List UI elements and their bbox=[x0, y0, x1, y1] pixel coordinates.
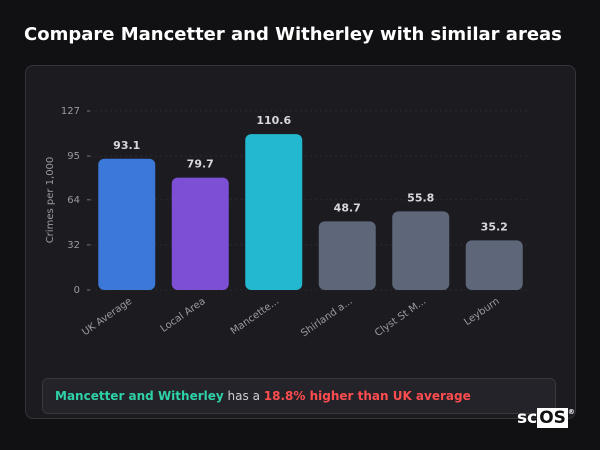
summary-box: Mancetter and Witherley has a 18.8% high… bbox=[42, 378, 556, 414]
comparison-highlight: 18.8% higher than UK average bbox=[263, 389, 471, 403]
value-label: 110.6 bbox=[256, 114, 291, 127]
y-tick-label: 127 bbox=[61, 106, 80, 117]
area-name: Mancetter and Witherley bbox=[55, 389, 224, 403]
bar bbox=[392, 211, 450, 290]
bar bbox=[465, 240, 523, 290]
value-label: 55.8 bbox=[407, 191, 434, 204]
x-tick-label: Mancette... bbox=[229, 296, 281, 337]
bar bbox=[171, 177, 229, 290]
y-tick-label: 32 bbox=[67, 240, 80, 251]
x-tick-label: Local Area bbox=[159, 296, 208, 335]
x-tick-label: Leyburn bbox=[462, 296, 501, 328]
value-label: 79.7 bbox=[187, 158, 214, 171]
y-axis-label: Crimes per 1,000 bbox=[45, 157, 56, 244]
x-tick-label: UK Average bbox=[80, 296, 134, 338]
x-tick-label: Shirland a... bbox=[299, 296, 354, 339]
value-label: 48.7 bbox=[334, 201, 361, 214]
logo: sc OS ® bbox=[517, 408, 575, 428]
bar bbox=[318, 221, 376, 290]
page-title: Compare Mancetter and Witherley with sim… bbox=[24, 24, 562, 45]
logo-text: sc bbox=[517, 408, 538, 428]
logo-mark: ® bbox=[567, 408, 575, 416]
summary-text: has a bbox=[227, 389, 260, 403]
value-label: 35.2 bbox=[481, 220, 508, 233]
y-tick-label: 0 bbox=[74, 285, 80, 296]
y-tick-label: 95 bbox=[67, 151, 80, 162]
bar bbox=[98, 158, 156, 290]
y-tick-label: 64 bbox=[67, 195, 80, 206]
logo-box: OS bbox=[537, 408, 568, 428]
value-label: 93.1 bbox=[113, 139, 140, 152]
bar bbox=[245, 134, 303, 290]
x-tick-label: Clyst St M... bbox=[373, 296, 428, 339]
